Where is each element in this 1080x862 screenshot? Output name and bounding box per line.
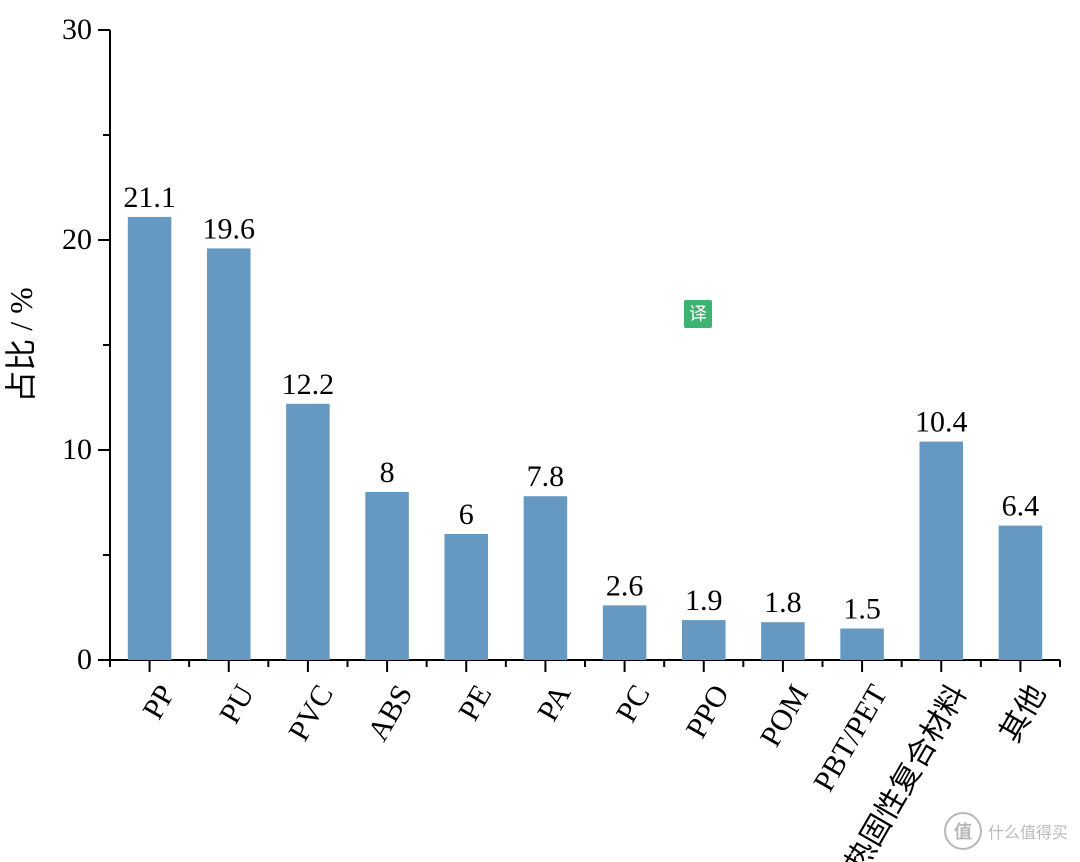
y-tick-label: 20 xyxy=(62,223,92,256)
bar-value-label: 1.9 xyxy=(685,584,723,617)
bar-chart: 0 10 20 30 占比 / % 21.1 PP 19.6 PU 12.2 PVC 8 ABS 6 PE 7… xyxy=(0,0,1080,862)
x-tick-label: PA xyxy=(531,679,578,727)
chart-svg: 0 10 20 30 占比 / % 21.1 PP 19.6 PU 12.2 PVC 8 ABS 6 PE 7… xyxy=(0,0,1080,862)
watermark: 值 什么值得买 xyxy=(944,812,1068,850)
bar xyxy=(524,496,568,660)
bar-value-label: 6 xyxy=(459,498,474,531)
bar xyxy=(444,534,488,660)
bar-value-label: 10.4 xyxy=(915,406,968,439)
x-tick-label: ABS xyxy=(361,679,419,746)
x-tick-label: PU xyxy=(213,679,261,729)
bar-value-label: 2.6 xyxy=(606,569,644,602)
bar xyxy=(603,605,647,660)
x-tick-label: PE xyxy=(452,679,498,726)
x-tick-label: 其他 xyxy=(994,679,1053,747)
y-tick-label: 0 xyxy=(77,643,92,676)
x-tick-label: PPO xyxy=(680,679,736,743)
bar-value-label: 12.2 xyxy=(282,368,335,401)
y-axis-title: 占比 / % xyxy=(3,287,39,403)
bar xyxy=(840,629,884,661)
bar-value-label: 6.4 xyxy=(1002,490,1040,523)
bar xyxy=(207,248,251,660)
bar xyxy=(365,492,409,660)
bar xyxy=(286,404,330,660)
bar xyxy=(999,526,1043,660)
bar-value-label: 1.8 xyxy=(764,586,802,619)
y-tick-label: 30 xyxy=(62,13,92,46)
bar-value-label: 7.8 xyxy=(527,460,565,493)
bar xyxy=(128,217,172,660)
watermark-icon: 值 xyxy=(944,812,982,850)
x-tick-label: PVC xyxy=(282,679,340,746)
x-tick-label: POM xyxy=(754,679,815,752)
bar-value-label: 19.6 xyxy=(203,212,256,245)
bar xyxy=(682,620,726,660)
bar-value-label: 21.1 xyxy=(123,181,176,214)
translate-icon[interactable]: 译 xyxy=(684,300,712,328)
bar xyxy=(761,622,805,660)
watermark-text: 什么值得买 xyxy=(988,819,1068,843)
y-tick-label: 10 xyxy=(62,433,92,466)
x-tick-label: PBT/PET xyxy=(807,679,894,797)
bar-value-label: 8 xyxy=(380,456,395,489)
bar-value-label: 1.5 xyxy=(843,593,881,626)
x-tick-label: PP xyxy=(136,679,181,724)
bar xyxy=(919,442,963,660)
x-tick-label: PC xyxy=(610,679,657,727)
